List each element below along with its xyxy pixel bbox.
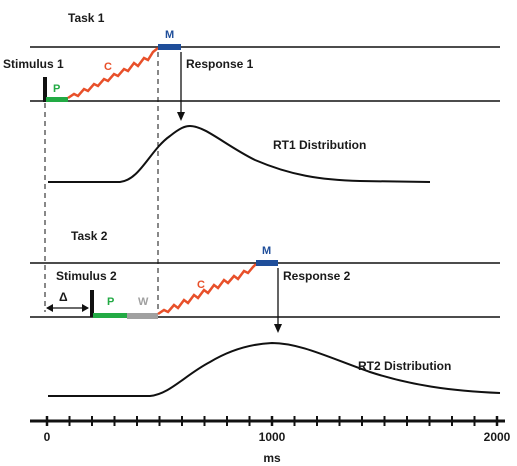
task2-wait-bar bbox=[127, 313, 158, 319]
task2-response-arrowhead bbox=[274, 324, 282, 333]
task1-central-stage bbox=[67, 47, 159, 100]
axis-tick-label-1000: 1000 bbox=[259, 430, 286, 444]
task2-perception-label: P bbox=[107, 296, 114, 308]
axis-tick-label-0: 0 bbox=[44, 430, 51, 444]
soa-label: Δ bbox=[59, 290, 68, 304]
task2-perception-bar bbox=[93, 313, 127, 318]
task2-response-label: Response 2 bbox=[283, 269, 351, 283]
soa-arrowhead-left bbox=[46, 304, 53, 312]
task2-title: Task 2 bbox=[71, 229, 108, 243]
task2-central-label: C bbox=[197, 279, 205, 291]
task1-central-label: C bbox=[104, 61, 112, 73]
task1-title: Task 1 bbox=[68, 11, 105, 25]
task2-stimulus-label: Stimulus 2 bbox=[56, 269, 117, 283]
task1-stimulus-label: Stimulus 1 bbox=[3, 57, 64, 71]
task2-motor-bar bbox=[256, 260, 278, 266]
task2-wait-label: W bbox=[138, 296, 149, 308]
rt2-distribution-curve bbox=[48, 341, 501, 397]
task1-motor-bar bbox=[158, 44, 181, 50]
task1-stimulus-marker bbox=[43, 77, 47, 102]
task1-perception-bar bbox=[46, 97, 68, 102]
rt1-distribution-curve bbox=[48, 124, 431, 183]
rt2-distribution-label: RT2 Distribution bbox=[358, 359, 451, 373]
task1-perception-label: P bbox=[53, 83, 60, 95]
task2-central-stage bbox=[157, 263, 257, 316]
time-axis-ticks bbox=[45, 416, 499, 426]
rt1-distribution-label: RT1 Distribution bbox=[273, 138, 366, 152]
axis-tick-label-2000: 2000 bbox=[484, 430, 511, 444]
task2-motor-label: M bbox=[262, 245, 271, 257]
task1-motor-label: M bbox=[165, 29, 174, 41]
task1-response-arrowhead bbox=[177, 112, 185, 121]
task1-response-label: Response 1 bbox=[186, 57, 254, 71]
task2-stimulus-marker bbox=[90, 290, 94, 317]
soa-arrowhead-right bbox=[82, 304, 89, 312]
axis-label: ms bbox=[263, 451, 281, 465]
